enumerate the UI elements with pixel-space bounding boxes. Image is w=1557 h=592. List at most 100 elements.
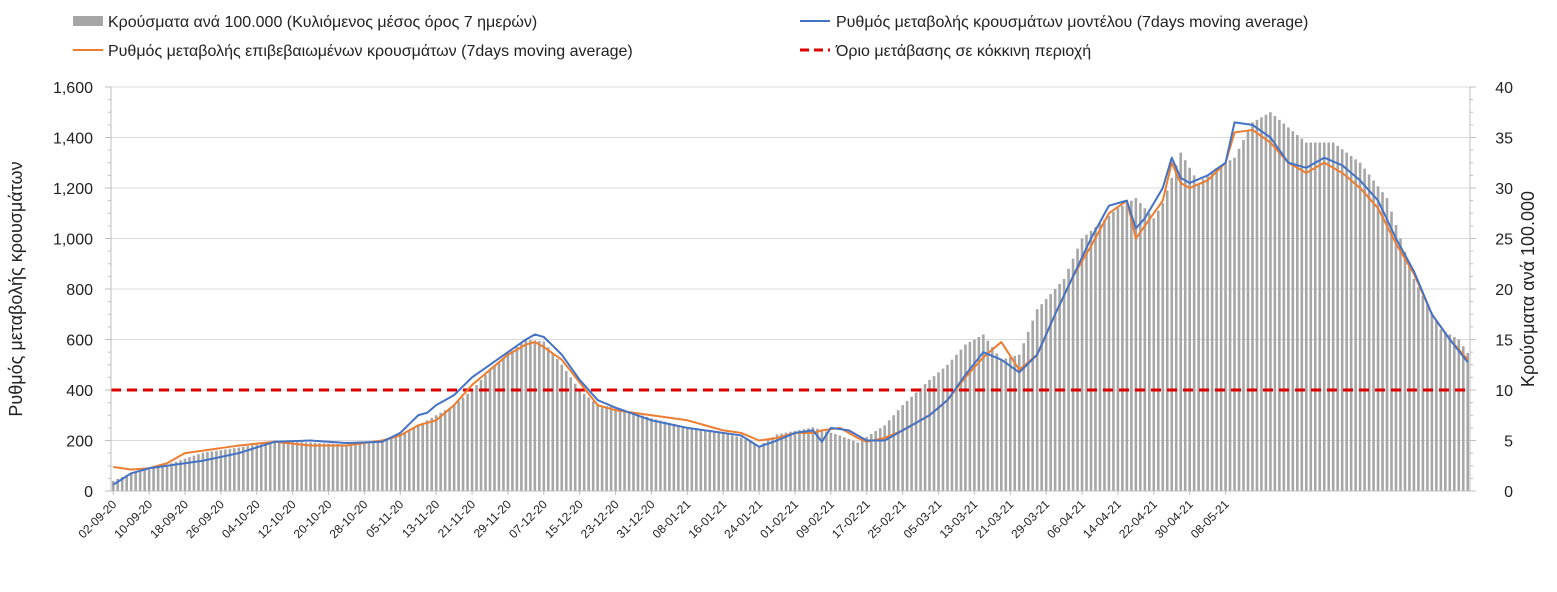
bar — [968, 342, 972, 491]
bar — [515, 347, 519, 491]
bar — [197, 454, 200, 491]
bar — [1331, 142, 1335, 492]
bar — [1121, 205, 1124, 492]
y-right-axis-title: Κρούσματα ανά 100.000 — [1518, 191, 1538, 387]
bar — [1264, 114, 1268, 492]
bar — [111, 480, 115, 491]
bar — [564, 371, 568, 491]
bar — [1340, 149, 1344, 492]
bar — [1000, 359, 1003, 491]
bar — [982, 334, 985, 491]
bar — [340, 444, 344, 491]
bar — [529, 340, 532, 491]
bar — [780, 433, 783, 491]
bar — [663, 421, 667, 491]
bar — [116, 478, 120, 491]
x-tick-label: 07-12-20 — [506, 497, 550, 541]
bar — [1103, 219, 1106, 491]
bar — [385, 438, 389, 491]
series-line-model — [112, 121, 1469, 486]
y-right-tick-label: 5 — [1504, 434, 1513, 451]
bar — [668, 422, 671, 491]
bar — [1461, 346, 1465, 491]
bar — [457, 401, 460, 491]
y-right-tick-label: 0 — [1504, 484, 1513, 501]
x-tick-label: 18-09-20 — [147, 497, 191, 541]
bar — [1215, 167, 1218, 492]
x-tick-label: 02-09-20 — [75, 497, 119, 541]
bar — [721, 433, 725, 491]
bar — [367, 442, 371, 491]
bar — [1197, 182, 1200, 491]
bar — [511, 350, 514, 491]
bar — [878, 428, 882, 491]
bar — [1358, 162, 1362, 491]
bar — [1130, 200, 1133, 491]
bar — [376, 441, 380, 491]
x-tick-label: 13-03-21 — [937, 497, 981, 541]
right-tick-labels: 0 5 10 15 20 25 30 35 40 — [1495, 80, 1513, 501]
x-tick-labels: 02-09-2010-09-2018-09-2026-09-2004-10-20… — [75, 497, 1231, 541]
x-tick-label: 06-04-21 — [1044, 497, 1088, 541]
bar — [1354, 159, 1357, 491]
bar — [282, 441, 285, 491]
bar — [573, 383, 577, 491]
bar — [407, 430, 411, 491]
bar — [210, 451, 214, 491]
bar — [757, 445, 761, 491]
y-left-tick-label: 800 — [66, 282, 93, 299]
bar — [304, 442, 308, 491]
bar — [735, 436, 738, 491]
bar — [542, 341, 546, 491]
bar — [1179, 152, 1183, 491]
bar — [1255, 119, 1259, 491]
bar — [1044, 299, 1048, 491]
bar — [605, 406, 608, 491]
bar — [739, 437, 743, 491]
bar — [538, 341, 541, 491]
x-tick-label: 01-02-21 — [757, 497, 801, 541]
bar — [1062, 278, 1066, 491]
bar — [555, 358, 559, 491]
bar — [807, 428, 810, 491]
bar — [1206, 175, 1209, 491]
bar — [138, 470, 142, 491]
bar — [1058, 283, 1061, 491]
bar — [847, 438, 851, 491]
bar — [277, 441, 281, 491]
bar — [309, 442, 312, 491]
bar — [255, 444, 259, 491]
bar — [1080, 238, 1084, 491]
bar — [1246, 131, 1250, 491]
bar — [811, 427, 815, 491]
x-tick-label: 15-12-20 — [542, 497, 586, 541]
bar — [829, 432, 833, 491]
bar — [1076, 248, 1079, 491]
bar — [520, 343, 523, 491]
bar — [964, 344, 967, 491]
bar — [237, 447, 241, 491]
bar — [152, 467, 155, 491]
bar — [654, 419, 658, 491]
bar — [1273, 116, 1277, 491]
bar — [578, 390, 581, 491]
x-tick-label: 17-02-21 — [829, 497, 873, 541]
bar — [403, 432, 407, 491]
bar — [439, 412, 442, 491]
bar — [717, 432, 721, 491]
bar — [695, 428, 698, 491]
bar — [1412, 278, 1416, 491]
bar — [1013, 355, 1017, 491]
bar — [910, 396, 913, 491]
bar — [1363, 168, 1366, 491]
bar — [1089, 230, 1093, 492]
bar — [1017, 354, 1021, 491]
bar — [1345, 152, 1348, 491]
y-left-tick-label: 0 — [84, 484, 93, 501]
bar — [914, 392, 918, 491]
bar — [802, 429, 806, 491]
bar — [295, 442, 299, 491]
bar — [941, 368, 945, 491]
bar — [452, 405, 456, 491]
